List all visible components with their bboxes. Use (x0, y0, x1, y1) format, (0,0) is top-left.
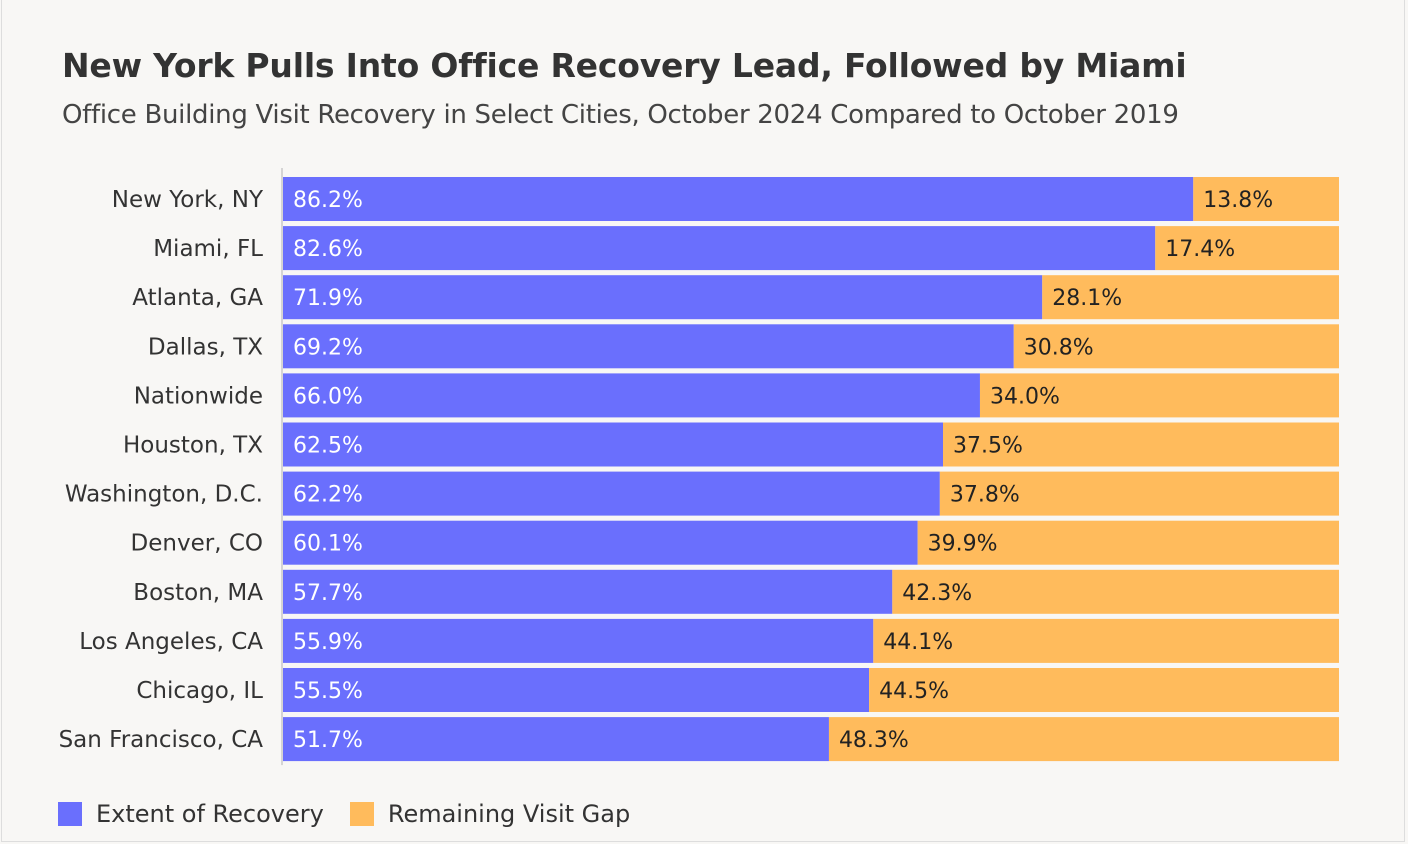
data-label-gap: 37.5% (953, 434, 1023, 459)
bar-recovery (283, 324, 1014, 369)
data-label-gap: 37.8% (950, 483, 1020, 508)
category-label: Houston, TX (123, 433, 263, 459)
bar-gap (917, 520, 1339, 565)
chart-title: New York Pulls Into Office Recovery Lead… (62, 46, 1187, 85)
data-label-gap: 39.9% (928, 532, 998, 557)
bar-gap (979, 373, 1339, 418)
bar-recovery (283, 520, 918, 565)
bar-gap (943, 422, 1339, 467)
bar-recovery (283, 668, 870, 712)
data-label-recovery: 69.2% (293, 335, 363, 360)
category-label: New York, NY (112, 187, 264, 213)
bar-gap (1155, 226, 1339, 271)
bar-gap (873, 618, 1339, 663)
category-label: Boston, MA (133, 580, 263, 606)
legend-label-recovery: Extent of Recovery (96, 800, 324, 828)
bar-recovery (283, 226, 1156, 271)
bar-gap (1042, 275, 1339, 320)
category-label: Chicago, IL (136, 678, 263, 704)
bar-recovery (283, 422, 943, 467)
data-label-recovery: 66.0% (293, 384, 363, 409)
data-label-gap: 44.1% (883, 630, 953, 655)
category-label: Dallas, TX (148, 334, 263, 360)
data-label-recovery: 55.9% (293, 630, 363, 655)
legend-swatch-gap (349, 802, 374, 826)
bar-recovery (283, 717, 829, 762)
bar-recovery (283, 373, 980, 418)
bar-gap (1013, 324, 1339, 369)
data-label-gap: 44.5% (879, 679, 949, 704)
data-label-gap: 34.0% (990, 384, 1060, 409)
data-label-gap: 17.4% (1165, 237, 1235, 262)
bar-recovery (283, 471, 940, 516)
category-label: Nationwide (134, 383, 263, 409)
legend-item-recovery: Extent of Recovery (58, 800, 324, 828)
category-label: Washington, D.C. (65, 482, 263, 508)
legend: Extent of Recovery Remaining Visit Gap (58, 800, 656, 828)
data-label-gap: 28.1% (1052, 286, 1122, 311)
data-label-gap: 13.8% (1203, 188, 1273, 213)
data-label-recovery: 51.7% (293, 728, 363, 753)
category-label: Miami, FL (153, 236, 263, 262)
category-label: Denver, CO (131, 531, 263, 557)
data-label-gap: 42.3% (902, 581, 972, 606)
bar-recovery (283, 177, 1194, 221)
chart-subtitle: Office Building Visit Recovery in Select… (62, 100, 1179, 130)
legend-item-gap: Remaining Visit Gap (349, 800, 631, 828)
legend-swatch-recovery (58, 802, 82, 826)
data-label-recovery: 86.2% (293, 188, 363, 213)
data-label-gap: 30.8% (1024, 335, 1094, 360)
bar-gap (892, 569, 1339, 614)
category-label: Los Angeles, CA (79, 629, 263, 655)
bar-gap (939, 471, 1339, 516)
bar-gap (1193, 177, 1339, 221)
data-label-recovery: 57.7% (293, 581, 363, 606)
category-label: Atlanta, GA (132, 285, 263, 311)
bar-recovery (283, 618, 874, 663)
category-label: San Francisco, CA (59, 727, 264, 753)
bar-recovery (283, 275, 1043, 320)
data-label-recovery: 71.9% (293, 286, 363, 311)
legend-label-gap: Remaining Visit Gap (387, 800, 631, 828)
bar-gap (869, 668, 1339, 712)
data-label-recovery: 60.1% (293, 532, 363, 557)
data-label-recovery: 62.5% (293, 434, 363, 459)
data-label-recovery: 55.5% (293, 679, 363, 704)
data-label-gap: 48.3% (839, 728, 909, 753)
data-label-recovery: 62.2% (293, 483, 363, 508)
bar-recovery (283, 569, 893, 614)
data-label-recovery: 82.6% (293, 237, 363, 262)
bar-gap (828, 717, 1339, 762)
